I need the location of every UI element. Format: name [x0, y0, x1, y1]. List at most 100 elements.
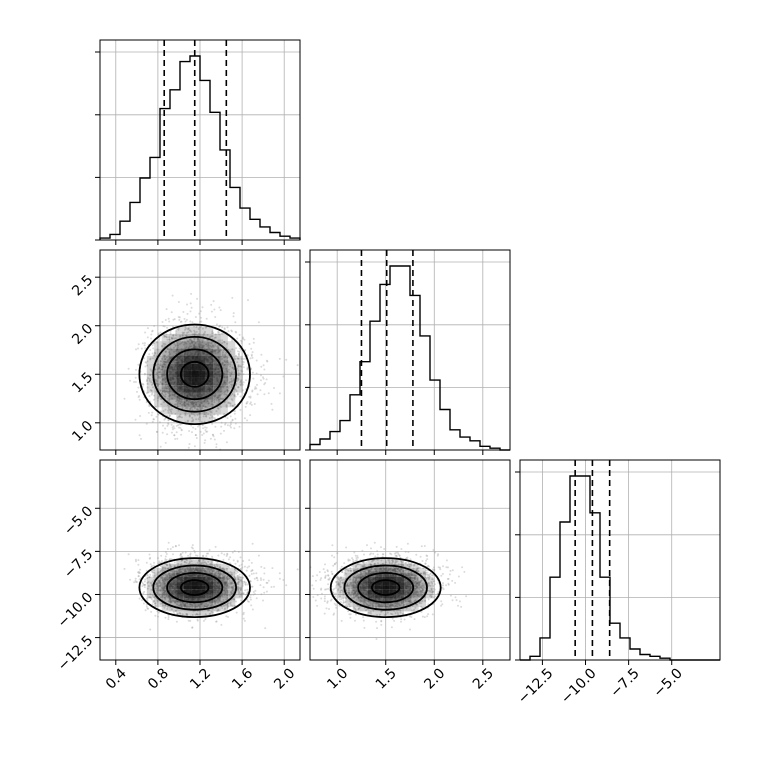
sample-point: [227, 417, 229, 419]
sample-point: [252, 351, 254, 353]
density-cell: [235, 356, 242, 363]
sample-point: [148, 353, 150, 355]
sample-point: [226, 555, 228, 557]
sample-point: [242, 560, 244, 562]
sample-point: [142, 583, 144, 585]
sample-point: [167, 618, 169, 620]
hist-panel-1: [305, 250, 510, 455]
sample-point: [165, 556, 167, 558]
sample-point: [157, 413, 159, 415]
sample-point: [192, 544, 194, 546]
density-cell: [162, 385, 169, 392]
sample-point: [239, 574, 241, 576]
sample-point: [250, 594, 252, 596]
density-cell: [206, 385, 213, 392]
sample-point: [178, 316, 180, 318]
density-cell: [154, 603, 161, 607]
sample-point: [153, 325, 155, 327]
sample-point: [129, 380, 131, 382]
sample-point: [135, 578, 137, 580]
sample-point: [210, 438, 212, 440]
sample-point: [137, 559, 139, 561]
sample-point: [211, 311, 213, 313]
sample-point: [257, 393, 259, 395]
density-cell: [176, 603, 183, 607]
sample-point: [136, 391, 138, 393]
sample-point: [156, 416, 158, 418]
sample-point: [204, 442, 206, 444]
sample-point: [229, 425, 231, 427]
density-cell: [191, 378, 198, 385]
density-cell: [169, 371, 176, 378]
sample-point: [245, 406, 247, 408]
sample-point: [176, 425, 178, 427]
sample-point: [268, 392, 270, 394]
sample-point: [206, 318, 208, 320]
sample-point: [228, 558, 230, 560]
sample-point: [222, 559, 224, 561]
sample-point: [258, 321, 260, 323]
sample-point: [139, 399, 141, 401]
sample-point: [140, 438, 142, 440]
sample-point: [220, 433, 222, 435]
sample-point: [254, 578, 256, 580]
sample-point: [162, 432, 164, 434]
sample-point: [263, 573, 265, 575]
density-cell: [176, 400, 183, 407]
density-cell: [191, 327, 198, 334]
sample-point: [251, 562, 253, 564]
density-cell: [198, 559, 205, 563]
sample-point: [376, 638, 378, 640]
sample-point: [251, 586, 253, 588]
density-cell: [191, 371, 198, 378]
sample-point: [231, 297, 233, 299]
sample-point: [254, 403, 256, 405]
sample-point: [271, 567, 273, 569]
sample-point: [149, 554, 151, 556]
sample-point: [252, 609, 254, 611]
sample-point: [258, 555, 260, 557]
sample-point: [239, 396, 241, 398]
density-cell: [191, 341, 198, 348]
density-cell: [162, 577, 169, 581]
sample-point: [144, 344, 146, 346]
sample-point: [194, 445, 196, 447]
sample-point: [143, 591, 145, 593]
sample-point: [239, 334, 241, 336]
sample-point: [214, 426, 216, 428]
y-tick-label: 1.5: [69, 369, 96, 396]
sample-point: [263, 592, 265, 594]
density-cell: [176, 577, 183, 581]
sample-point: [202, 427, 204, 429]
density-cell: [206, 341, 213, 348]
sample-point: [151, 414, 153, 416]
sample-point: [181, 429, 183, 431]
sample-point: [150, 566, 152, 568]
density-cell: [198, 568, 205, 572]
sample-point: [172, 319, 174, 321]
sample-point: [227, 326, 229, 328]
density-cell: [176, 341, 183, 348]
sample-point: [234, 418, 236, 420]
sample-point: [237, 350, 239, 352]
sample-point: [146, 606, 148, 608]
sample-point: [172, 553, 174, 555]
sample-point: [150, 334, 152, 336]
sample-point: [263, 364, 265, 366]
sample-point: [256, 577, 258, 579]
sample-point: [210, 304, 212, 306]
sample-point: [244, 566, 246, 568]
x-tick-label: 1.6: [229, 665, 256, 692]
density-cell: [184, 341, 191, 348]
sample-point: [243, 373, 245, 375]
sample-point: [226, 553, 228, 555]
sample-point: [264, 627, 266, 629]
sample-point: [191, 307, 193, 309]
sample-point: [144, 579, 146, 581]
sample-point: [139, 434, 141, 436]
sample-point: [189, 320, 191, 322]
sample-point: [235, 563, 237, 565]
sample-point: [252, 357, 254, 359]
sample-point: [259, 389, 261, 391]
